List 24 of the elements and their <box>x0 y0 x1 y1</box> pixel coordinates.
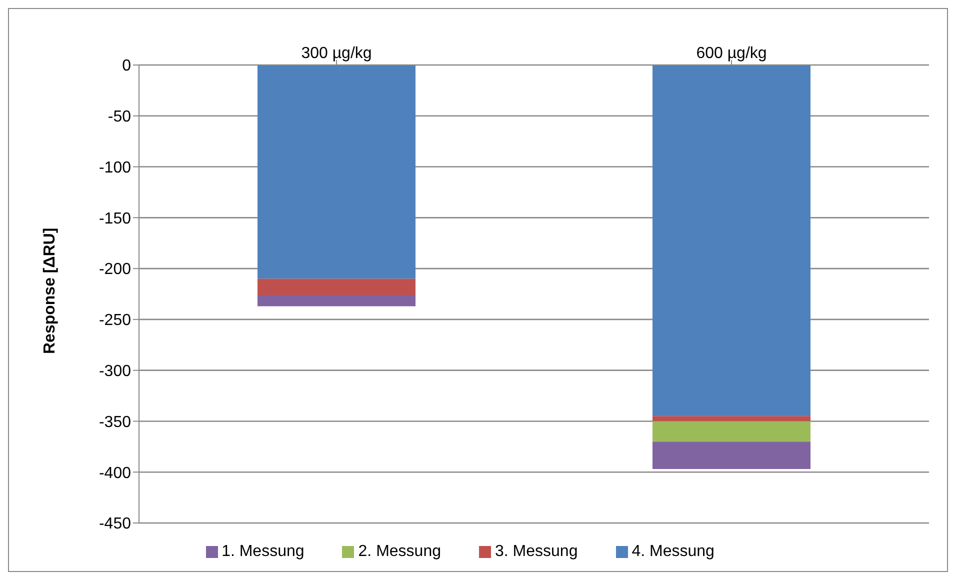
y-tick-label: -250 <box>98 312 132 330</box>
bar <box>652 421 810 442</box>
legend-label: 1. Messung <box>222 543 304 560</box>
legend-label: 2. Messung <box>358 543 441 560</box>
y-tick-label: -400 <box>98 464 132 482</box>
y-tick-label: -150 <box>98 210 132 228</box>
bar <box>652 65 810 416</box>
bar <box>652 416 810 422</box>
y-tick-label: -200 <box>98 261 132 278</box>
x-tick-label: 300 µg/kg <box>301 45 372 62</box>
legend-label: 3. Messung <box>495 543 578 560</box>
y-tick-label: 0 <box>122 58 132 75</box>
y-tick-label: -350 <box>98 414 132 431</box>
y-tick-label: -100 <box>98 159 132 176</box>
bar <box>258 295 416 306</box>
y-tick-label: -450 <box>98 516 132 533</box>
bar <box>258 278 416 296</box>
x-tick-label: 600 µg/kg <box>696 45 767 62</box>
y-tick-label: -50 <box>108 108 132 126</box>
legend-label: 4. Messung <box>632 543 714 560</box>
y-tick-label: -300 <box>98 363 132 380</box>
bar <box>258 65 416 279</box>
y-axis-title: Response [ΔRU] <box>42 228 59 354</box>
bar <box>652 442 810 470</box>
